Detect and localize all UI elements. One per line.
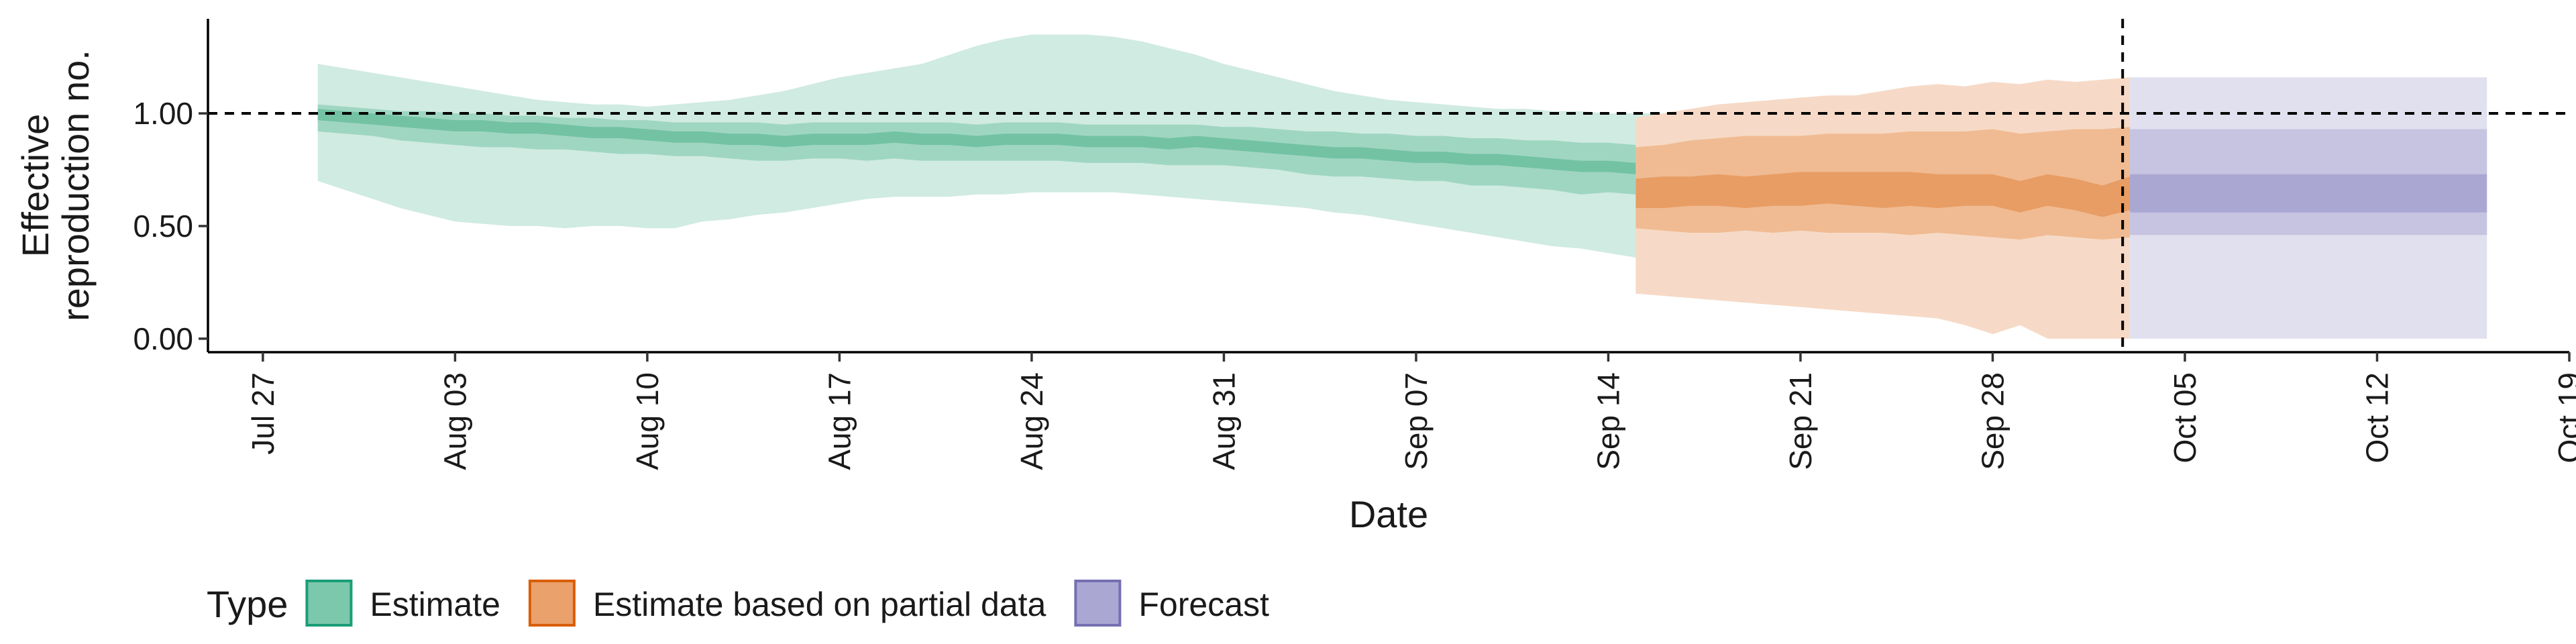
series-estimate bbox=[317, 34, 1938, 287]
x-tick-label: Oct 05 bbox=[2167, 372, 2202, 464]
y-tick-label: 0.00 bbox=[133, 321, 193, 356]
x-tick-label: Jul 27 bbox=[246, 372, 280, 455]
legend-item-estimate-based-on-partial-data: Estimate based on partial data bbox=[528, 580, 1046, 627]
y-axis-title-line: Effective bbox=[14, 114, 56, 258]
x-tick-label: Aug 31 bbox=[1206, 372, 1241, 470]
legend-label: Estimate bbox=[370, 586, 500, 623]
x-tick-label: Aug 24 bbox=[1014, 372, 1049, 470]
series-forecast bbox=[2130, 77, 2487, 339]
series-estimate-based-on-partial-data bbox=[1635, 77, 2131, 339]
ribbon-estimate-50 bbox=[317, 104, 1938, 215]
x-tick-label: Aug 10 bbox=[630, 372, 665, 470]
x-tick-label: Sep 14 bbox=[1591, 372, 1625, 470]
legend-swatch bbox=[528, 580, 576, 627]
legend-label: Forecast bbox=[1138, 586, 1269, 623]
reference-lines bbox=[208, 19, 2569, 352]
ribbon-estimate-based-on-partial-data-median bbox=[1635, 172, 2131, 217]
legend-item-estimate: Estimate bbox=[305, 580, 500, 627]
x-tick-label: Sep 21 bbox=[1783, 372, 1818, 470]
legend: Type Estimate Estimate based on partial da… bbox=[207, 580, 1269, 627]
x-tick-label: Sep 07 bbox=[1399, 372, 1434, 470]
y-tick-label: 1.00 bbox=[133, 96, 193, 131]
ribbons-layer bbox=[317, 34, 2487, 339]
x-tick-label: Oct 12 bbox=[2359, 372, 2394, 464]
y-axis-title-line: reproduction no. bbox=[54, 50, 97, 321]
x-tick-label: Aug 17 bbox=[822, 372, 857, 470]
axes: 0.00 0.50 1.00 Jul 27 Aug 03 Aug 10 Aug 17 Aug … bbox=[14, 19, 2576, 535]
x-tick-label: Oct 19 bbox=[2552, 372, 2576, 464]
legend-title: Type bbox=[207, 583, 288, 625]
x-axis-title: Date bbox=[1349, 493, 1428, 535]
legend-swatch bbox=[305, 580, 353, 627]
legend-label: Estimate based on partial data bbox=[593, 586, 1046, 623]
legend-item-forecast: Forecast bbox=[1074, 580, 1269, 627]
y-tick-label: 0.50 bbox=[133, 209, 193, 244]
y-axis-title: Effectivereproduction no. bbox=[14, 50, 97, 321]
ribbon-forecast-median bbox=[2130, 174, 2487, 213]
x-tick-label: Aug 03 bbox=[437, 372, 472, 470]
legend-swatch bbox=[1074, 580, 1122, 627]
x-tick-label: Sep 28 bbox=[1975, 372, 2010, 470]
